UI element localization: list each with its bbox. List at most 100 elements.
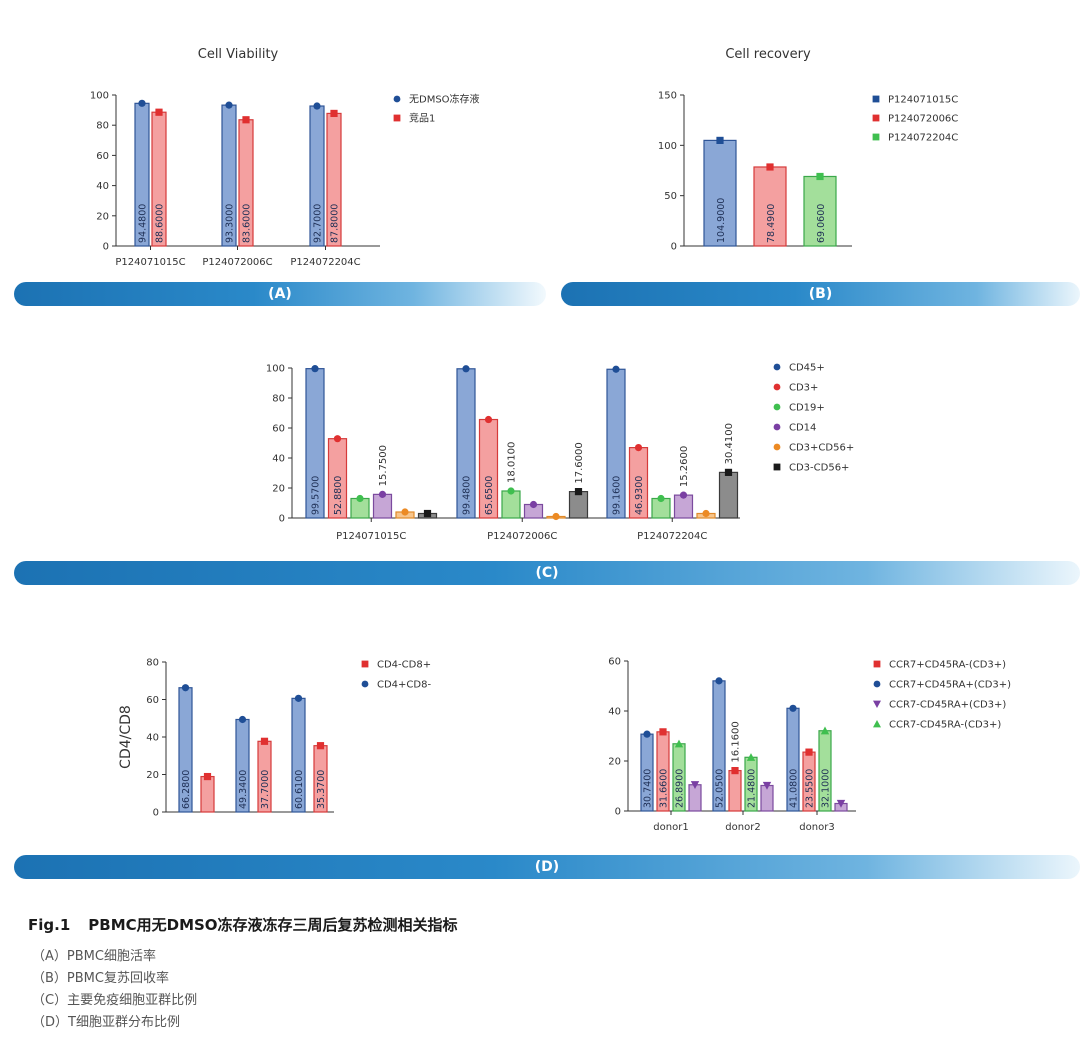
chart-d2-bar-marker [746,753,756,761]
chart-d1-data-label: 49.3400 [238,770,249,809]
chart-c-y-tick-label: 60 [272,424,285,435]
panel-label-c-text: (C) [535,565,559,581]
chart-d1-y-axis-title: CD4/CD8 [118,705,134,769]
chart-b-legend-marker [872,95,880,103]
chart-c-bar-marker [679,491,688,499]
chart-a-y-tick-label: 0 [103,242,109,253]
chart-d2-data-label: 41.0800 [789,769,800,808]
chart-c-legend-marker [773,423,781,431]
chart-d2-legend-label: CCR7+CD45RA+(CD3+) [889,680,1011,691]
chart-c-bar-marker [462,365,470,373]
chart-c-bar-marker [378,490,387,498]
chart-d2-x-tick-label: donor3 [799,822,834,833]
chart-d1-bar-marker [294,694,303,702]
chart-c-bar-marker [333,435,342,443]
chart-d2-legend-label: CCR7-CD45RA+(CD3+) [889,700,1006,711]
chart-a-x-tick-label: P124071015C [115,257,185,268]
chart-b-y-tick-label: 50 [664,191,677,202]
chart-c-legend-label: CD3+ [789,383,818,394]
caption-item-b: （B）PBMC复苏回收率 [32,971,169,986]
chart-c-bar [568,491,589,519]
chart-b-legend-label: P124072204C [888,133,958,144]
chart-a-data-label: 94.4800 [138,204,149,243]
chart-d2-x-tick-label: donor2 [725,822,760,833]
chart-b-bar-marker [816,172,824,181]
chart-d1-bar-marker [316,742,325,750]
chart-c-y-tick-label: 100 [266,364,285,375]
chart-c-data-label: 65.6500 [484,476,495,515]
caption-list: （A）PBMC细胞活率 （B）PBMC复苏回收率 （C）主要免疫细胞亚群比例 （… [32,946,197,1034]
chart-b-data-label: 104.9000 [716,198,727,243]
chart-d2-x-tick-label: donor1 [653,822,688,833]
chart-d2-legend-label: CCR7-CD45RA-(CD3+) [889,720,1001,731]
chart-c-legend-label: CD45+ [789,363,825,374]
chart-a-y-tick-label: 20 [96,211,109,222]
chart-a-legend-marker [393,95,401,103]
chart-a-y-tick-label: 100 [90,91,109,102]
chart-a-y-tick-label: 40 [96,181,109,192]
chart-c-bar-marker [574,488,583,496]
chart-c-data-label: 99.5700 [311,476,322,515]
chart-c-legend-marker [773,463,781,471]
chart-d2-data-label: 30.7400 [643,769,654,808]
chart-c-data-label: 30.4100 [724,423,735,464]
chart-b-y-tick-label: 0 [671,242,677,253]
chart-a-bar-marker [138,99,146,107]
panel-label-d-text: (D) [534,859,560,875]
chart-d1-bar-marker [203,772,212,781]
chart-b-title: Cell recovery [725,47,811,62]
chart-c-bar [501,490,521,519]
chart-d2-legend-marker [873,660,881,668]
chart-d1-bar-marker [181,684,190,692]
chart-d1-data-label: 37.7000 [260,770,271,809]
chart-c-bar [718,471,739,519]
caption-item-c: （C）主要免疫细胞亚群比例 [32,993,198,1008]
chart-d2-data-label: 31.6600 [659,769,670,808]
chart-d1-legend-label: CD4+CD8- [377,680,431,691]
panel-label-c: (C) [14,561,1080,585]
chart-d1-y-tick-label: 40 [146,733,159,744]
chart-d2-data-label: 26.8900 [675,769,686,808]
chart-d1-y-tick-label: 20 [146,770,159,781]
panel-label-b-text: (B) [808,286,833,302]
chart-d1-bar-marker [260,737,269,745]
chart-c-y-tick-label: 40 [272,454,285,465]
chart-c-data-label: 18.0100 [507,442,518,483]
chart-d2-bar-marker [731,767,739,775]
chart-d2-legend-label: CCR7+CD45RA-(CD3+) [889,660,1006,671]
chart-d1-y-tick-label: 80 [146,658,159,669]
chart-c-legend-label: CD3+CD56+ [789,443,854,454]
panel-label-d: (D) [14,855,1080,879]
chart-c-y-tick-label: 20 [272,484,285,495]
chart-c-data-label: 99.1600 [612,476,623,515]
chart-b-data-label: 69.0600 [816,204,827,243]
chart-a-legend-label: 竞品1 [409,112,435,125]
chart-c-bar-marker [507,487,515,495]
chart-d2-bar [728,769,742,812]
chart-a-bar-marker [155,108,163,116]
chart-d1-y-tick-label: 60 [146,695,159,706]
chart-d1-bar [200,775,215,813]
chart-d1-bar-marker [238,715,247,724]
chart-d1-data-label: 66.2800 [181,770,192,809]
chart-a-data-label: 88.6000 [155,204,166,243]
chart-d2-bar-marker [690,781,700,789]
chart-d2-bar-marker [836,799,846,808]
figure-title: Fig.1 PBMC用无DMSO冻存液冻存三周后复苏检测相关指标 [28,914,476,935]
chart-d2-bar-marker [789,704,797,712]
chart-c-bar-marker [423,509,432,518]
chart-c-legend-label: CD14 [789,423,816,434]
chart-c-bar-marker [311,365,319,373]
chart-c-bar-marker [356,494,364,503]
caption-item-d: （D）T细胞亚群分布比例 [32,1015,180,1030]
chart-d2-legend-marker [873,700,881,708]
chart-b-legend-marker [872,114,880,122]
panel-label-a-text: (A) [268,286,292,302]
chart-d1-data-label: 60.6100 [294,770,305,809]
chart-b-legend-label: P124071015C [888,95,958,106]
chart-a-legend-label: 无DMSO冻存液 [409,93,480,106]
chart-b-legend-label: P124072006C [888,114,958,125]
chart-c-data-label: 15.7500 [378,445,389,486]
chart-a-data-label: 93.3000 [225,204,236,243]
chart-b-bar [753,166,787,247]
